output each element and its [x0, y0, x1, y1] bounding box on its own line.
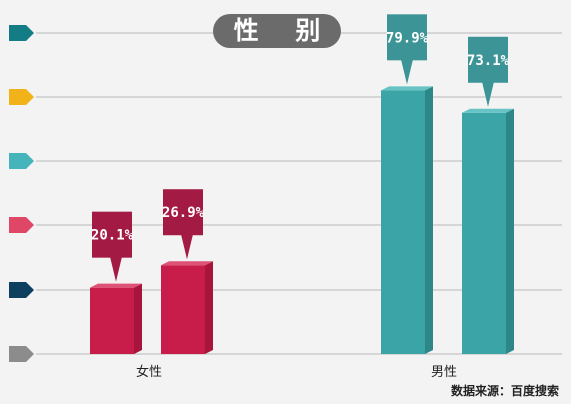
category-label-female: 女性	[136, 365, 163, 380]
data-label: 26.9%	[162, 205, 205, 221]
callout-box	[387, 14, 427, 61]
legend-marker	[9, 282, 34, 298]
data-label: 79.9%	[386, 30, 429, 46]
legend-marker	[9, 217, 34, 233]
category-label-male: 男性	[431, 365, 458, 380]
callout-box	[92, 211, 132, 258]
legend-marker	[9, 153, 34, 169]
callout-pointer	[181, 234, 193, 260]
callout-pointer	[482, 81, 494, 107]
data-label: 73.1%	[467, 53, 510, 69]
data-source: 数据来源：百度搜索	[450, 384, 559, 398]
callout-box	[163, 189, 203, 236]
legend-marker	[9, 25, 34, 41]
callout-pointer	[110, 256, 122, 282]
bar	[161, 265, 205, 354]
callout-pointer	[401, 59, 413, 85]
data-label: 20.1%	[91, 228, 134, 244]
bar-top	[90, 283, 142, 288]
bar	[462, 112, 506, 355]
bar	[90, 287, 134, 354]
legend-marker	[9, 346, 34, 362]
callout-box	[468, 36, 508, 83]
bar-top	[161, 261, 213, 266]
chart-title: 性 别	[213, 14, 341, 48]
bar	[381, 90, 425, 354]
legend-marker	[9, 89, 34, 105]
bar-side	[205, 261, 213, 354]
bar-side	[425, 86, 433, 354]
bar-top	[462, 108, 514, 113]
bar-side	[506, 108, 514, 355]
bar-top	[381, 86, 433, 91]
bar-side	[134, 283, 142, 354]
